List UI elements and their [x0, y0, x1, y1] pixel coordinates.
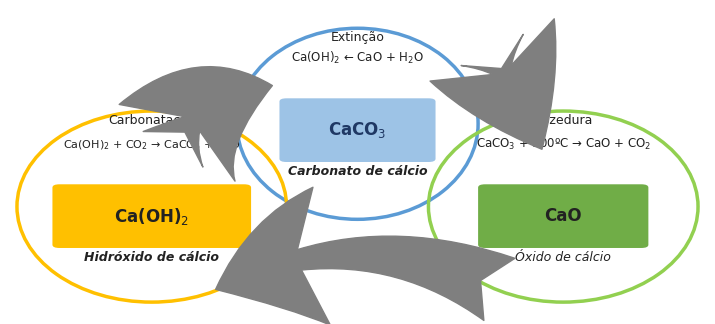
Text: Ca(OH)$_2$: Ca(OH)$_2$	[114, 206, 189, 226]
Text: Ca(OH)$_2$ ← CaO + H$_2$O: Ca(OH)$_2$ ← CaO + H$_2$O	[291, 50, 424, 66]
Text: Óxido de cálcio: Óxido de cálcio	[516, 251, 611, 264]
FancyBboxPatch shape	[478, 184, 649, 248]
FancyBboxPatch shape	[280, 98, 435, 162]
Text: Hidróxido de cálcio: Hidróxido de cálcio	[84, 251, 220, 264]
Text: CaO: CaO	[544, 207, 582, 225]
Text: Carbonato de cálcio: Carbonato de cálcio	[287, 165, 428, 178]
Text: Ca(OH)$_2$ + CO$_2$ → CaCO$_3$ + H$_2$O: Ca(OH)$_2$ + CO$_2$ → CaCO$_3$ + H$_2$O	[63, 139, 240, 153]
Text: CaCO$_3$ + 900ºC → CaO + CO$_2$: CaCO$_3$ + 900ºC → CaO + CO$_2$	[475, 137, 651, 153]
FancyBboxPatch shape	[52, 184, 251, 248]
Text: CaCO$_3$: CaCO$_3$	[328, 120, 387, 140]
Text: Extinção: Extinção	[330, 31, 385, 44]
Text: Cozedura: Cozedura	[533, 114, 593, 127]
Text: Carbonatação: Carbonatação	[108, 114, 196, 127]
